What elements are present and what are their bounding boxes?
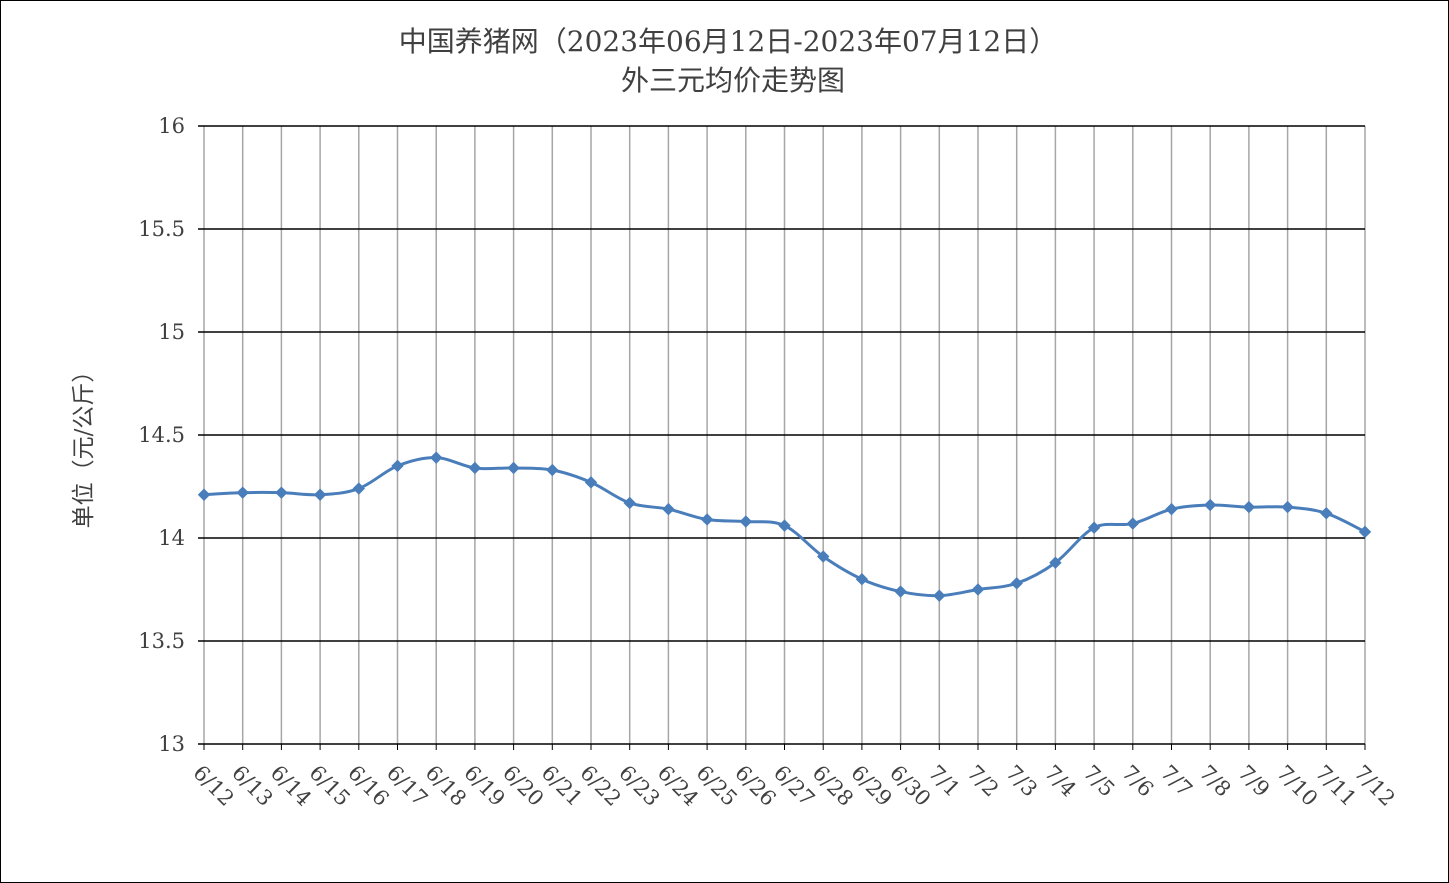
data-point [1242,500,1256,514]
x-tick-label: 7/2 [962,761,1003,802]
x-tick-label: 6/14 [266,761,316,811]
data-point [933,589,946,602]
x-tick-label: 7/9 [1233,761,1274,802]
data-point [507,461,520,475]
data-point [1126,517,1140,530]
y-tick-label: 15.5 [138,217,185,241]
data-point [584,476,598,489]
x-tick-label: 6/24 [653,761,703,811]
x-tick-label: 6/20 [498,761,548,811]
data-point [1358,525,1372,539]
x-tick-label: 7/5 [1079,761,1120,802]
x-tick-label: 6/29 [846,761,896,811]
data-point [391,459,404,473]
x-tick-label: 6/21 [537,761,587,811]
x-tick-label: 6/28 [808,761,858,811]
y-tick-label: 16 [158,114,185,138]
data-point [1010,577,1023,590]
x-tick-label: 6/27 [769,761,819,811]
x-tick-label: 6/13 [227,761,277,811]
x-tick-label: 6/17 [382,761,432,811]
x-tick-labels: 6/126/136/146/156/166/176/186/196/206/21… [188,744,1400,811]
data-point [816,550,830,563]
horizontal-gridlines [198,125,1365,745]
data-point [971,583,985,596]
data-point [429,451,443,464]
y-tick-label: 13.5 [138,629,185,653]
x-tick-label: 6/22 [575,761,625,811]
x-tick-label: 7/3 [1001,761,1042,802]
x-tick-label: 7/12 [1349,761,1399,811]
x-tick-label: 6/12 [188,761,238,811]
data-point [197,488,211,501]
y-tick-label: 14.5 [138,423,185,447]
data-point [700,513,714,526]
x-tick-label: 6/23 [614,761,664,811]
y-tick-label: 14 [158,526,185,550]
series-group [197,451,1372,602]
data-point [546,463,559,477]
x-tick-label: 7/8 [1195,761,1236,802]
data-point [778,519,791,532]
x-tick-label: 7/6 [1117,761,1158,802]
data-point [1320,507,1333,520]
x-tick-label: 6/25 [692,761,742,811]
data-point [236,486,249,499]
data-point [1281,500,1294,514]
data-point [313,488,327,501]
data-point [739,515,753,528]
x-tick-label: 6/16 [343,761,393,811]
x-tick-label: 6/15 [305,761,355,811]
data-point [623,496,636,510]
x-tick-label: 6/26 [730,761,780,811]
data-point [894,585,907,598]
data-point [1087,521,1101,534]
x-tick-label: 7/4 [1040,761,1081,802]
data-point [468,461,482,475]
data-point [1203,498,1217,512]
y-tick-label: 15 [158,320,185,344]
chart-title: 中国养猪网（2023年06月12日-2023年07月12日） [399,25,1058,58]
data-point [855,572,869,586]
data-point [662,502,675,516]
x-tick-label: 7/11 [1311,761,1361,811]
data-point [352,482,366,495]
x-tick-label: 7/7 [1156,761,1197,802]
chart-subtitle: 外三元均价走势图 [621,64,845,97]
data-point [275,486,288,499]
x-tick-label: 7/10 [1272,761,1322,811]
y-tick-label: 13 [158,732,185,756]
y-tick-labels: 13 13.5 14 14.5 15 15.5 16 [138,114,185,756]
data-point [1165,502,1178,516]
x-tick-label: 6/18 [421,761,471,811]
y-axis-label: 单位（元/公斤） [71,360,97,529]
x-tick-label: 6/19 [459,761,509,811]
x-tick-label: 6/30 [885,761,935,811]
data-point [1049,556,1062,569]
